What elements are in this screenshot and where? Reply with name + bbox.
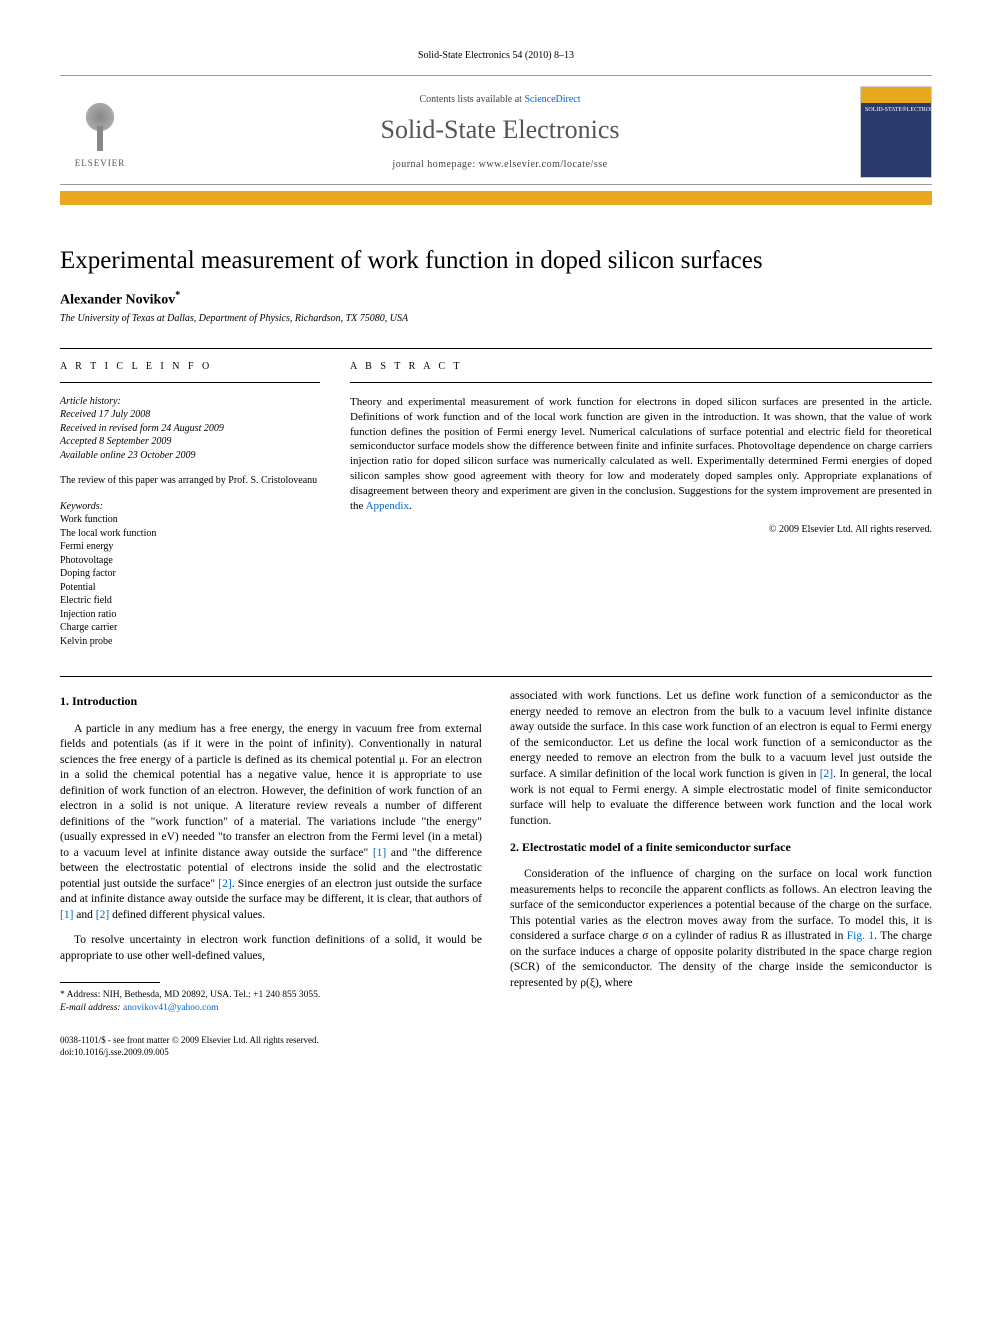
email-link[interactable]: anovikov41@yahoo.com [121, 1003, 219, 1013]
elsevier-tree-icon [75, 96, 125, 156]
footnote-address: Address: NIH, Bethesda, MD 20892, USA. T… [65, 990, 320, 1000]
elsevier-logo: ELSEVIER [60, 87, 140, 177]
contents-prefix: Contents lists available at [419, 94, 524, 105]
keyword: Doping factor [60, 567, 320, 581]
author-line: Alexander Novikov* [60, 290, 932, 309]
homepage-url[interactable]: www.elsevier.com/locate/sse [479, 159, 608, 170]
intro-para-cont: associated with work functions. Let us d… [510, 689, 932, 829]
abstract-text: Theory and experimental measurement of w… [350, 395, 932, 514]
accent-bar [60, 191, 932, 205]
page-footer: 0038-1101/$ - see front matter © 2009 El… [60, 1035, 932, 1058]
keyword: The local work function [60, 527, 320, 541]
journal-cover-thumbnail [860, 86, 932, 178]
history-item: Received 17 July 2008 [60, 408, 320, 422]
section-2-para-1: Consideration of the influence of chargi… [510, 867, 932, 991]
ref-2-link[interactable]: [2] [96, 909, 109, 921]
banner-center: Contents lists available at ScienceDirec… [140, 94, 860, 170]
keyword: Work function [60, 513, 320, 527]
abstract-column: A B S T R A C T Theory and experimental … [350, 361, 932, 649]
author-marker: * [175, 290, 180, 301]
info-divider-1 [60, 382, 320, 383]
history-item: Available online 23 October 2009 [60, 449, 320, 463]
keyword: Charge carrier [60, 621, 320, 635]
fig-1-link[interactable]: Fig. 1 [847, 930, 874, 942]
page-container: Solid-State Electronics 54 (2010) 8–13 E… [0, 0, 992, 1088]
corresponding-footnote: * Address: NIH, Bethesda, MD 20892, USA.… [60, 989, 482, 1015]
intro-para-2: To resolve uncertainty in electron work … [60, 933, 482, 964]
elsevier-label: ELSEVIER [75, 158, 126, 168]
abstract-copyright: © 2009 Elsevier Ltd. All rights reserved… [350, 524, 932, 535]
contents-line: Contents lists available at ScienceDirec… [140, 94, 860, 105]
homepage-prefix: journal homepage: [392, 159, 478, 170]
abstract-period: . [409, 500, 412, 512]
section-1-heading: 1. Introduction [60, 693, 482, 709]
keyword: Potential [60, 581, 320, 595]
author-affiliation: The University of Texas at Dallas, Depar… [60, 313, 932, 324]
journal-banner: ELSEVIER Contents lists available at Sci… [60, 75, 932, 185]
keyword: Fermi energy [60, 540, 320, 554]
history-label: Article history: [60, 395, 320, 409]
footnote-separator [60, 982, 160, 983]
abstract-body: Theory and experimental measurement of w… [350, 396, 932, 512]
info-abstract-row: A R T I C L E I N F O Article history: R… [60, 361, 932, 649]
journal-name: Solid-State Electronics [140, 115, 860, 145]
keyword: Injection ratio [60, 608, 320, 622]
doi-line: doi:10.1016/j.sse.2009.09.005 [60, 1047, 932, 1059]
intro-para-1: A particle in any medium has a free ener… [60, 722, 482, 924]
section-2-heading: 2. Electrostatic model of a finite semic… [510, 839, 932, 855]
keywords-block: Keywords: Work function The local work f… [60, 500, 320, 649]
keyword: Photovoltage [60, 554, 320, 568]
ref-1-link[interactable]: [1] [60, 909, 73, 921]
history-item: Received in revised form 24 August 2009 [60, 422, 320, 436]
ref-2-link[interactable]: [2] [218, 878, 231, 890]
article-title: Experimental measurement of work functio… [60, 245, 932, 276]
abs-divider [350, 382, 932, 383]
appendix-link[interactable]: Appendix [366, 500, 409, 512]
keyword: Kelvin probe [60, 635, 320, 649]
history-item: Accepted 8 September 2009 [60, 435, 320, 449]
author-name: Alexander Novikov [60, 293, 175, 308]
article-info-column: A R T I C L E I N F O Article history: R… [60, 361, 320, 649]
email-label: E-mail address: [60, 1003, 121, 1013]
review-note: The review of this paper was arranged by… [60, 474, 320, 488]
footnote-email-line: E-mail address: anovikov41@yahoo.com [60, 1002, 482, 1015]
homepage-line: journal homepage: www.elsevier.com/locat… [140, 159, 860, 170]
abstract-heading: A B S T R A C T [350, 361, 932, 372]
ref-2-link[interactable]: [2] [820, 768, 833, 780]
body-left-column: 1. Introduction A particle in any medium… [60, 689, 482, 1015]
divider-top [60, 348, 932, 349]
ref-1-link[interactable]: [1] [373, 847, 386, 859]
article-history: Article history: Received 17 July 2008 R… [60, 395, 320, 463]
keyword: Electric field [60, 594, 320, 608]
body-right-column: associated with work functions. Let us d… [510, 689, 932, 1015]
footnote-address-line: * Address: NIH, Bethesda, MD 20892, USA.… [60, 989, 482, 1002]
running-header: Solid-State Electronics 54 (2010) 8–13 [60, 50, 932, 61]
body-columns: 1. Introduction A particle in any medium… [60, 689, 932, 1015]
article-info-heading: A R T I C L E I N F O [60, 361, 320, 372]
issn-line: 0038-1101/$ - see front matter © 2009 El… [60, 1035, 932, 1047]
sciencedirect-link[interactable]: ScienceDirect [524, 94, 580, 105]
divider-bottom [60, 676, 932, 677]
keywords-label: Keywords: [60, 500, 320, 514]
